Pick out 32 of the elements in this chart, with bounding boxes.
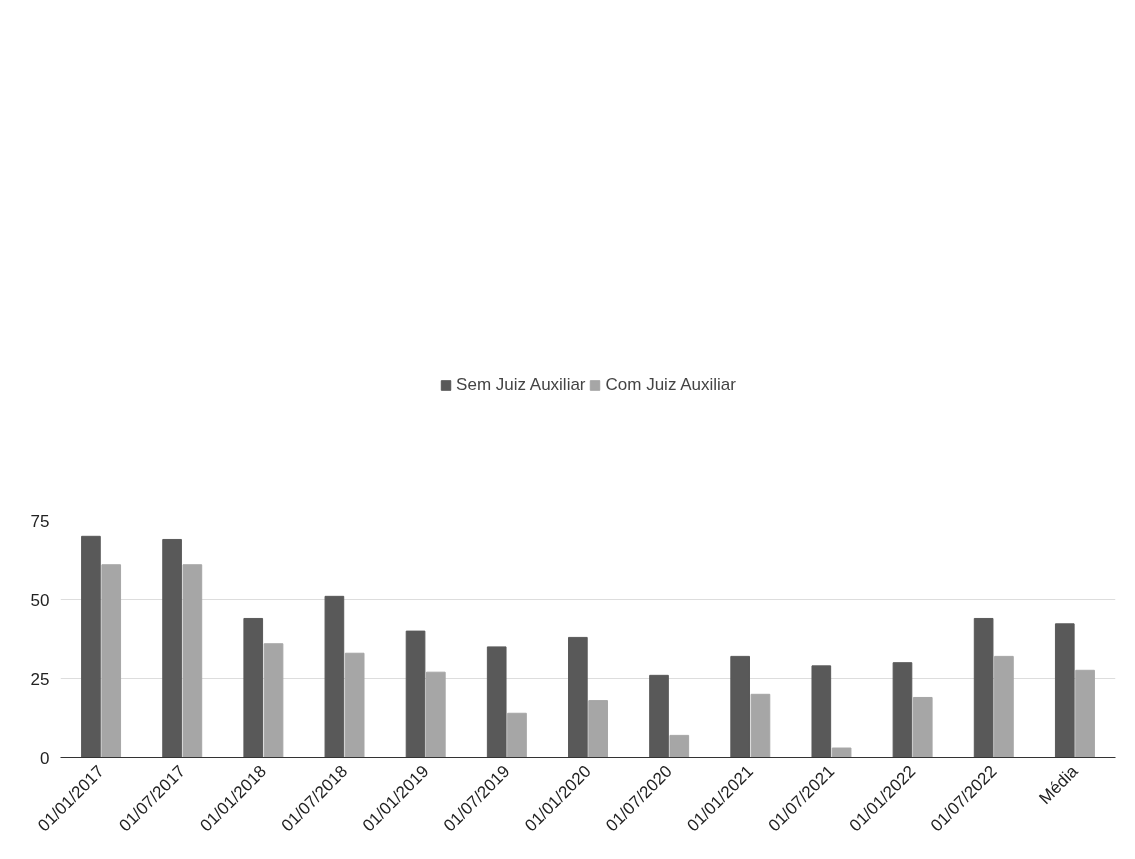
bar <box>101 564 122 758</box>
bar <box>324 595 345 758</box>
bar <box>1075 669 1095 758</box>
bar <box>507 712 527 758</box>
y-tick-label: 25 <box>30 669 50 689</box>
legend-label: Com Juiz Auxiliar <box>605 375 736 395</box>
bar <box>994 655 1014 758</box>
y-tick-label: 0 <box>40 748 50 768</box>
bar <box>649 674 669 758</box>
bar <box>912 696 933 758</box>
bar <box>750 693 771 758</box>
bar <box>811 665 832 758</box>
bar <box>81 535 101 758</box>
y-tick-label: 75 <box>30 511 50 531</box>
bar <box>344 652 365 758</box>
bar <box>182 564 203 758</box>
bar <box>892 662 913 758</box>
bar <box>1054 623 1075 758</box>
bar <box>243 617 264 758</box>
bar <box>669 734 690 758</box>
bar <box>973 617 994 758</box>
bar <box>263 643 284 758</box>
bar <box>730 655 750 758</box>
bar <box>588 700 608 758</box>
bar <box>568 636 588 758</box>
bar <box>486 646 507 758</box>
bar <box>426 671 446 758</box>
bar <box>162 538 182 758</box>
bar <box>405 630 426 758</box>
legend-label: Sem Juiz Auxiliar <box>456 375 586 395</box>
bar <box>831 747 852 758</box>
y-tick-label: 50 <box>30 590 50 610</box>
